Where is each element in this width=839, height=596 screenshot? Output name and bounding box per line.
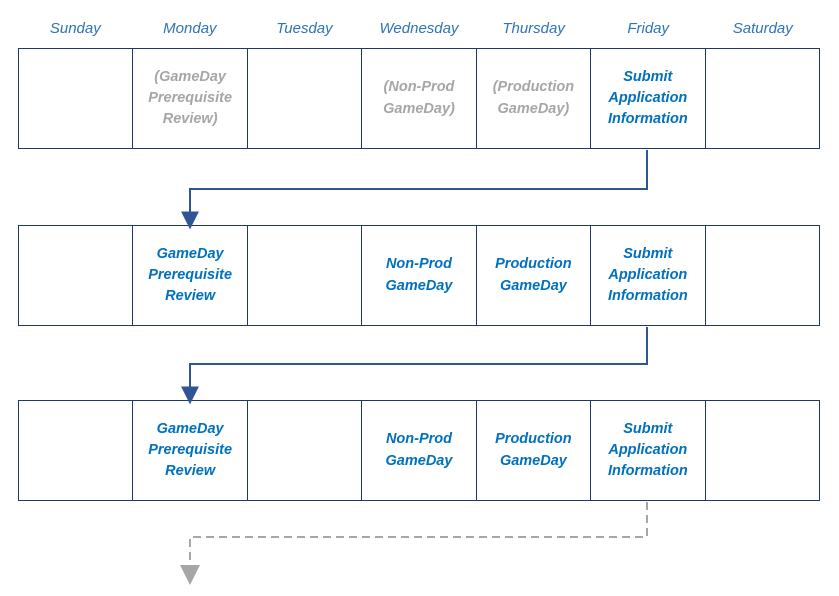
event-label: Submit Application Information bbox=[607, 420, 688, 479]
arrow-week3-continues-icon bbox=[180, 502, 648, 585]
week-1-wednesday-cell: (Non-Prod GameDay) bbox=[361, 49, 475, 148]
week-3-saturday-cell bbox=[704, 401, 819, 500]
day-header-wednesday: Wednesday bbox=[379, 20, 459, 37]
event-label: Production GameDay bbox=[495, 431, 572, 469]
event-label: Submit Application Information bbox=[607, 245, 688, 304]
day-header-friday: Friday bbox=[627, 20, 670, 37]
event-label: Production GameDay bbox=[495, 256, 572, 294]
day-header-tuesday: Tuesday bbox=[276, 20, 333, 37]
day-header-saturday: Saturday bbox=[732, 20, 793, 37]
week-1-friday-cell: Submit Application Information bbox=[590, 49, 704, 148]
arrow-week1-to-week2-icon bbox=[181, 150, 648, 230]
week-2-row: GameDay Prerequisite Review Non-Prod Gam… bbox=[18, 225, 820, 326]
week-2-tuesday-cell bbox=[246, 226, 361, 325]
week-2-sunday-cell bbox=[19, 226, 132, 325]
week-3-tuesday-cell bbox=[246, 401, 361, 500]
day-header-row: Sunday Monday Tuesday Wednesday Thursday… bbox=[18, 20, 820, 37]
week-2-saturday-cell bbox=[704, 226, 819, 325]
arrow-week2-to-week3-icon bbox=[181, 327, 648, 405]
event-label: GameDay Prerequisite Review bbox=[148, 245, 233, 304]
week-1-row: (GameDay Prerequisite Review) (Non-Prod … bbox=[18, 48, 820, 149]
week-3-monday-cell: GameDay Prerequisite Review bbox=[132, 401, 246, 500]
week-3-sunday-cell bbox=[19, 401, 132, 500]
week-3-row: GameDay Prerequisite Review Non-Prod Gam… bbox=[18, 400, 820, 501]
event-label: Non-Prod GameDay bbox=[385, 256, 453, 294]
week-2-friday-cell: Submit Application Information bbox=[590, 226, 704, 325]
week-3-thursday-cell: Production GameDay bbox=[475, 401, 590, 500]
week-2-wednesday-cell: Non-Prod GameDay bbox=[361, 226, 475, 325]
event-label: Submit Application Information bbox=[607, 68, 688, 127]
day-header-sunday: Sunday bbox=[49, 20, 101, 37]
week-1-thursday-cell: (Production GameDay) bbox=[475, 49, 590, 148]
event-label: Non-Prod GameDay bbox=[385, 431, 453, 469]
event-label: (Production GameDay) bbox=[492, 79, 575, 117]
week-1-sunday-cell bbox=[19, 49, 132, 148]
week-3-wednesday-cell: Non-Prod GameDay bbox=[361, 401, 475, 500]
day-header-monday: Monday bbox=[163, 20, 217, 37]
week-2-monday-cell: GameDay Prerequisite Review bbox=[132, 226, 246, 325]
event-label: GameDay Prerequisite Review bbox=[148, 420, 233, 479]
week-2-thursday-cell: Production GameDay bbox=[475, 226, 590, 325]
event-label: (Non-Prod GameDay) bbox=[383, 79, 455, 117]
week-1-tuesday-cell bbox=[246, 49, 361, 148]
week-1-saturday-cell bbox=[704, 49, 819, 148]
week-1-monday-cell: (GameDay Prerequisite Review) bbox=[132, 49, 246, 148]
week-3-friday-cell: Submit Application Information bbox=[590, 401, 704, 500]
event-label: (GameDay Prerequisite Review) bbox=[148, 68, 233, 127]
day-header-thursday: Thursday bbox=[502, 20, 565, 37]
